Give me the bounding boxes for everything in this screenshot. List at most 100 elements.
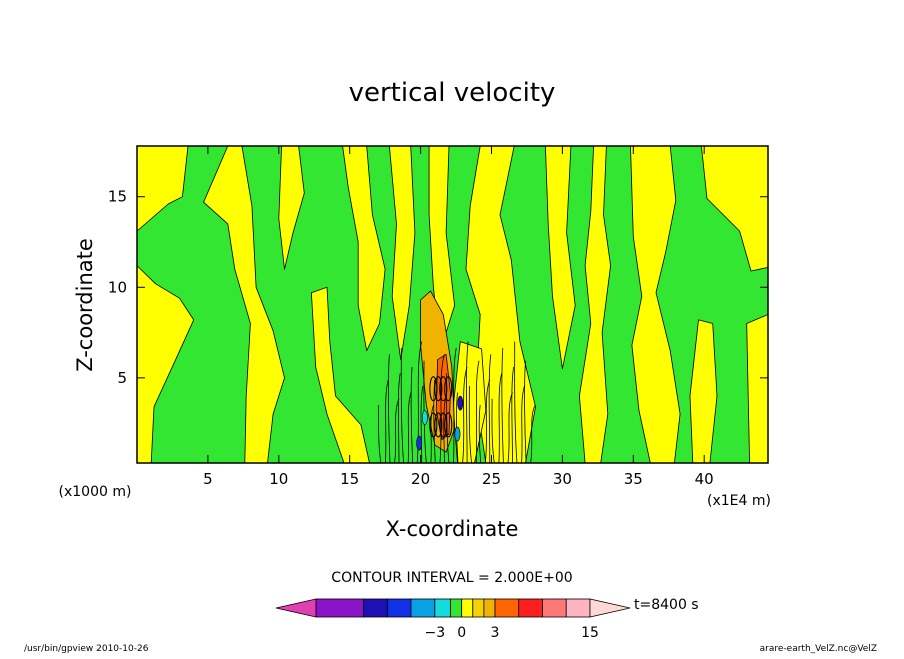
contour-streak xyxy=(400,347,404,463)
colorbar-bin xyxy=(315,598,364,618)
contour-streak xyxy=(420,385,424,463)
updraft-region xyxy=(278,146,305,270)
contour-streak xyxy=(439,354,445,463)
contour-streak xyxy=(524,360,527,463)
contour-streak xyxy=(530,404,536,463)
core-contour xyxy=(429,376,438,402)
contour-streak xyxy=(501,347,504,463)
core-contour xyxy=(439,376,448,402)
colorbar-tick-label: 15 xyxy=(581,625,599,641)
updraft-region xyxy=(137,265,195,463)
colorbar-bin xyxy=(434,598,451,618)
contour-streak xyxy=(433,379,436,463)
updraft-region xyxy=(342,146,386,352)
y-axis-label: Z-coordinate xyxy=(73,238,97,372)
core-contour xyxy=(434,412,443,438)
x-units-right: (x1E4 m) xyxy=(707,493,771,509)
contour-streak xyxy=(498,373,503,463)
contour-streak xyxy=(446,373,450,463)
contour-streak xyxy=(410,366,414,463)
colorbar-bin xyxy=(386,598,412,618)
footer-left: /usr/bin/gpview 2010-10-26 xyxy=(24,644,149,654)
updraft-region xyxy=(545,146,576,370)
updraft-region xyxy=(389,146,416,361)
colorbar-bin xyxy=(450,598,463,618)
contour-streak xyxy=(453,347,457,463)
contour-streak xyxy=(521,385,525,463)
downdraft-speck xyxy=(454,426,461,442)
downdraft-speck xyxy=(421,410,428,426)
colorbar-bin xyxy=(483,598,496,618)
contour-streak xyxy=(378,404,382,463)
x-tick-label: 20 xyxy=(411,470,430,488)
core-contour xyxy=(429,412,438,438)
downdraft-speck xyxy=(457,395,464,411)
contour-streak xyxy=(430,404,434,463)
contour-streak xyxy=(388,354,391,463)
contour-streak xyxy=(466,341,469,463)
colorbar-high-arrow xyxy=(589,598,631,618)
contour-streak xyxy=(491,398,495,463)
footer-right: arare-earth_VelZ.nc@VelZ xyxy=(760,644,877,654)
x-tick-label: 30 xyxy=(553,470,572,488)
x-axis-label: X-coordinate xyxy=(386,517,519,541)
contour-streak xyxy=(478,404,482,463)
contour-streak xyxy=(484,379,491,463)
contour-streak xyxy=(385,379,389,463)
colorbar-bin xyxy=(494,598,520,618)
plot-frame xyxy=(136,145,769,464)
colorbar-bin xyxy=(472,598,485,618)
contour-streak xyxy=(462,366,468,463)
colorbar-bin xyxy=(461,598,474,618)
colorbar-bin xyxy=(410,598,436,618)
contour-interval-label: CONTOUR INTERVAL = 2.000E+00 xyxy=(331,570,572,586)
contour-streak xyxy=(468,385,472,463)
x-tick-label: 5 xyxy=(203,470,213,488)
core-contour xyxy=(439,412,448,438)
contour-streak xyxy=(423,360,427,463)
updraft-region xyxy=(311,286,370,463)
y-tick-label: 5 xyxy=(117,369,127,387)
contour-streak xyxy=(407,392,412,463)
updraft-region xyxy=(701,146,768,272)
x-units-left: (x1000 m) xyxy=(59,484,132,500)
contour-streak xyxy=(511,366,514,463)
contour-streak xyxy=(397,373,401,463)
chart-title: vertical velocity xyxy=(349,78,556,108)
colorbar-tick-label: 0 xyxy=(457,625,466,641)
x-tick-label: 10 xyxy=(269,470,288,488)
colorbar-tick-label: −3 xyxy=(424,625,445,641)
velocity-field xyxy=(137,146,768,463)
updraft-region xyxy=(746,314,768,463)
contour-streak xyxy=(488,354,492,463)
y-tick-label: 10 xyxy=(108,278,127,296)
contour-streak xyxy=(394,398,400,463)
colorbar-bin xyxy=(363,598,388,618)
colorbar-bin xyxy=(565,598,591,618)
contour-streak xyxy=(475,360,480,463)
updraft-region xyxy=(137,146,189,232)
downdraft-speck xyxy=(416,435,423,451)
y-axis-ticks: 5 10 15 xyxy=(108,188,768,387)
core-contour xyxy=(444,376,453,402)
updraft-region xyxy=(689,319,718,463)
colorbar-bin xyxy=(518,598,543,618)
x-tick-label: 15 xyxy=(340,470,359,488)
time-label: t=8400 s xyxy=(634,597,699,613)
core-contour xyxy=(434,376,443,402)
x-axis-ticks: 5 10 15 20 25 30 35 40 xyxy=(203,146,714,488)
colorbar: −3 0 3 15 xyxy=(275,598,631,641)
contour-streak xyxy=(456,392,459,463)
y-tick-label: 15 xyxy=(108,188,127,206)
contour-streak xyxy=(507,392,513,463)
updraft-region xyxy=(203,146,285,463)
colorbar-bin xyxy=(542,598,567,618)
updraft-region xyxy=(579,146,611,463)
colorbar-tick-label: 3 xyxy=(491,625,500,641)
core-contour xyxy=(444,412,453,438)
x-tick-label: 40 xyxy=(695,470,714,488)
x-tick-label: 25 xyxy=(482,470,501,488)
updraft-region xyxy=(630,146,681,463)
contour-streak xyxy=(514,341,518,463)
